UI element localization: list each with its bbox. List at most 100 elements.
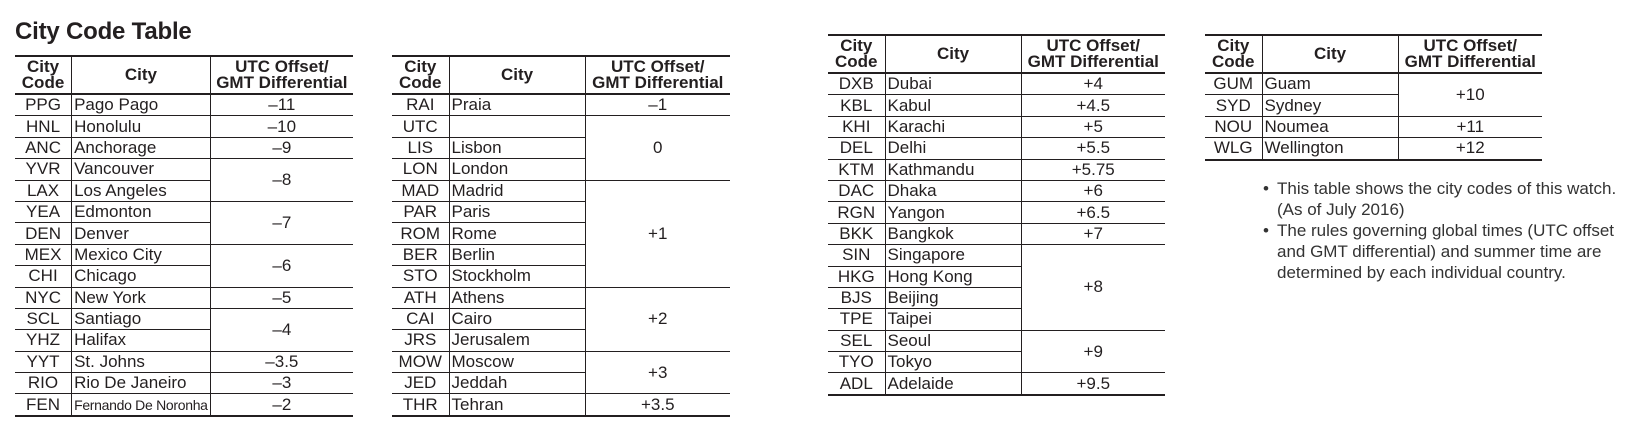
city-name-cell: Dubai — [884, 73, 1021, 96]
city-code-cell: SCL — [15, 308, 72, 331]
code-header: City Code — [828, 34, 885, 74]
city-name-cell: Honolulu — [71, 115, 211, 138]
table-row: MOW Moscow +3 — [392, 351, 730, 395]
table-row: BJS Beijing — [828, 287, 1165, 310]
page-title: City Code Table — [15, 18, 192, 45]
city-code-cell: NYC — [15, 287, 72, 309]
table-body: PPG Pago Pago –11 HNL Honolulu –10 ANC Anchorag… — [15, 94, 353, 417]
table-row: KHI Karachi +5 — [828, 116, 1165, 139]
table-row: LIS Lisbon — [392, 137, 730, 160]
table-row: CAI Cairo — [392, 308, 730, 331]
city-name-cell: Hong Kong — [884, 266, 1021, 288]
table-row: WLG Wellington +12 — [1205, 137, 1542, 161]
city-name-cell: Edmonton — [71, 201, 211, 224]
city-name-cell: Seoul — [884, 330, 1021, 353]
city-name-cell: Rio De Janeiro — [71, 372, 211, 395]
city-code-cell: SEL — [828, 330, 885, 353]
city-name-cell: Madrid — [448, 180, 585, 202]
city-code-cell: YVR — [15, 158, 72, 181]
city-name-cell: Kabul — [884, 94, 1021, 117]
city-name-cell: London — [448, 158, 585, 181]
table-row: DEL Delhi +5.5 — [828, 137, 1165, 160]
city-code-cell: ADL — [828, 372, 885, 396]
table-row: DXB Dubai +4 — [828, 73, 1165, 96]
table-row: UTC 0 — [392, 115, 730, 181]
city-code-cell: KBL — [828, 94, 885, 117]
city-name-cell: Singapore — [884, 244, 1021, 267]
city-code-cell: ATH — [392, 287, 449, 309]
city-code-table-3: City Code City UTC Offset/GMT Differentia… — [828, 34, 1165, 396]
table-row: LON London — [392, 158, 730, 181]
table-row: RGN Yangon +6.5 — [828, 201, 1165, 224]
utc-offset-cell: +1 — [584, 180, 730, 288]
table-row: MAD Madrid +1 — [392, 180, 730, 288]
city-code-cell: JED — [392, 372, 449, 395]
code-header: City Code — [15, 55, 72, 95]
city-name-cell: Lisbon — [448, 137, 585, 160]
utc-offset-cell: +11 — [1397, 116, 1542, 139]
table-row: ANC Anchorage –9 — [15, 137, 353, 160]
utc-offset-cell: –10 — [209, 115, 353, 138]
utc-offset-cell: +7 — [1020, 223, 1165, 246]
city-code-cell: YHZ — [15, 329, 72, 352]
city-name-cell: Fernando De Noronha — [71, 393, 211, 417]
table-row: YHZ Halifax — [15, 329, 353, 352]
city-name-cell: Tokyo — [884, 351, 1021, 374]
offset-header: UTC Offset/GMT Differential — [1397, 34, 1542, 74]
city-name-cell — [448, 115, 585, 138]
city-name-cell: Stockholm — [448, 265, 585, 288]
table-row: BER Berlin — [392, 244, 730, 267]
utc-offset-cell: +6.5 — [1020, 201, 1165, 224]
table-row: KBL Kabul +4.5 — [828, 94, 1165, 117]
city-name-cell: Halifax — [71, 329, 211, 352]
utc-offset-cell: +10 — [1397, 73, 1542, 117]
city-name-cell: Jerusalem — [448, 329, 585, 352]
utc-offset-cell: –8 — [209, 158, 353, 202]
city-name-cell: Santiago — [71, 308, 211, 331]
city-code-cell: NOU — [1205, 116, 1262, 139]
utc-offset-cell: +5.5 — [1020, 137, 1165, 160]
utc-offset-cell: –1 — [584, 94, 730, 117]
utc-offset-cell: +5 — [1020, 116, 1165, 139]
city-header: City — [1261, 34, 1398, 74]
city-code-cell: YEA — [15, 201, 72, 224]
city-code-cell: DAC — [828, 180, 885, 203]
city-name-cell: Karachi — [884, 116, 1021, 139]
city-code-cell: YYT — [15, 351, 72, 374]
table-row: SCL Santiago –4 — [15, 308, 353, 352]
city-code-cell: THR — [392, 393, 449, 417]
table-row: PAR Paris — [392, 201, 730, 224]
table-row: SIN Singapore +8 — [828, 244, 1165, 331]
city-name-cell: Mexico City — [71, 244, 211, 267]
table-row: STO Stockholm — [392, 265, 730, 288]
city-code-cell: STO — [392, 265, 449, 288]
city-name-cell: Kathmandu — [884, 159, 1021, 181]
city-code-table-2: City Code City UTC Offset/GMT Differentia… — [392, 55, 730, 417]
city-code-cell: JRS — [392, 329, 449, 352]
utc-offset-cell: +5.75 — [1020, 159, 1165, 181]
table-row: KTM Kathmandu +5.75 — [828, 159, 1165, 181]
table-row: JRS Jerusalem — [392, 329, 730, 352]
city-code-table-1: City Code City UTC Offset/GMT Differentia… — [15, 55, 353, 417]
city-name-cell: Chicago — [71, 265, 211, 288]
utc-offset-cell: +9.5 — [1020, 372, 1165, 396]
code-header: City Code — [392, 55, 449, 95]
city-name-cell: Beijing — [884, 287, 1021, 310]
city-code-cell: TPE — [828, 308, 885, 331]
city-name-cell: Wellington — [1261, 137, 1398, 161]
table-row: BKK Bangkok +7 — [828, 223, 1165, 246]
city-code-cell: DEN — [15, 222, 72, 245]
utc-offset-cell: +3 — [584, 351, 730, 395]
table-row: ADL Adelaide +9.5 — [828, 372, 1165, 396]
city-code-cell: FEN — [15, 393, 72, 417]
table-body: GUM Guam +10 SYD Sydney NOU Noumea +11 WLG Wellin… — [1205, 73, 1542, 161]
table-row: NYC New York –5 — [15, 287, 353, 309]
city-code-cell: SYD — [1205, 94, 1262, 117]
table-row: PPG Pago Pago –11 — [15, 94, 353, 117]
city-code-cell: UTC — [392, 115, 449, 138]
city-name-cell: New York — [71, 287, 211, 309]
city-name-cell: Athens — [448, 287, 585, 309]
offset-header: UTC Offset/GMT Differential — [584, 55, 730, 95]
city-name-cell: Praia — [448, 94, 585, 117]
city-name-cell: Bangkok — [884, 223, 1021, 246]
